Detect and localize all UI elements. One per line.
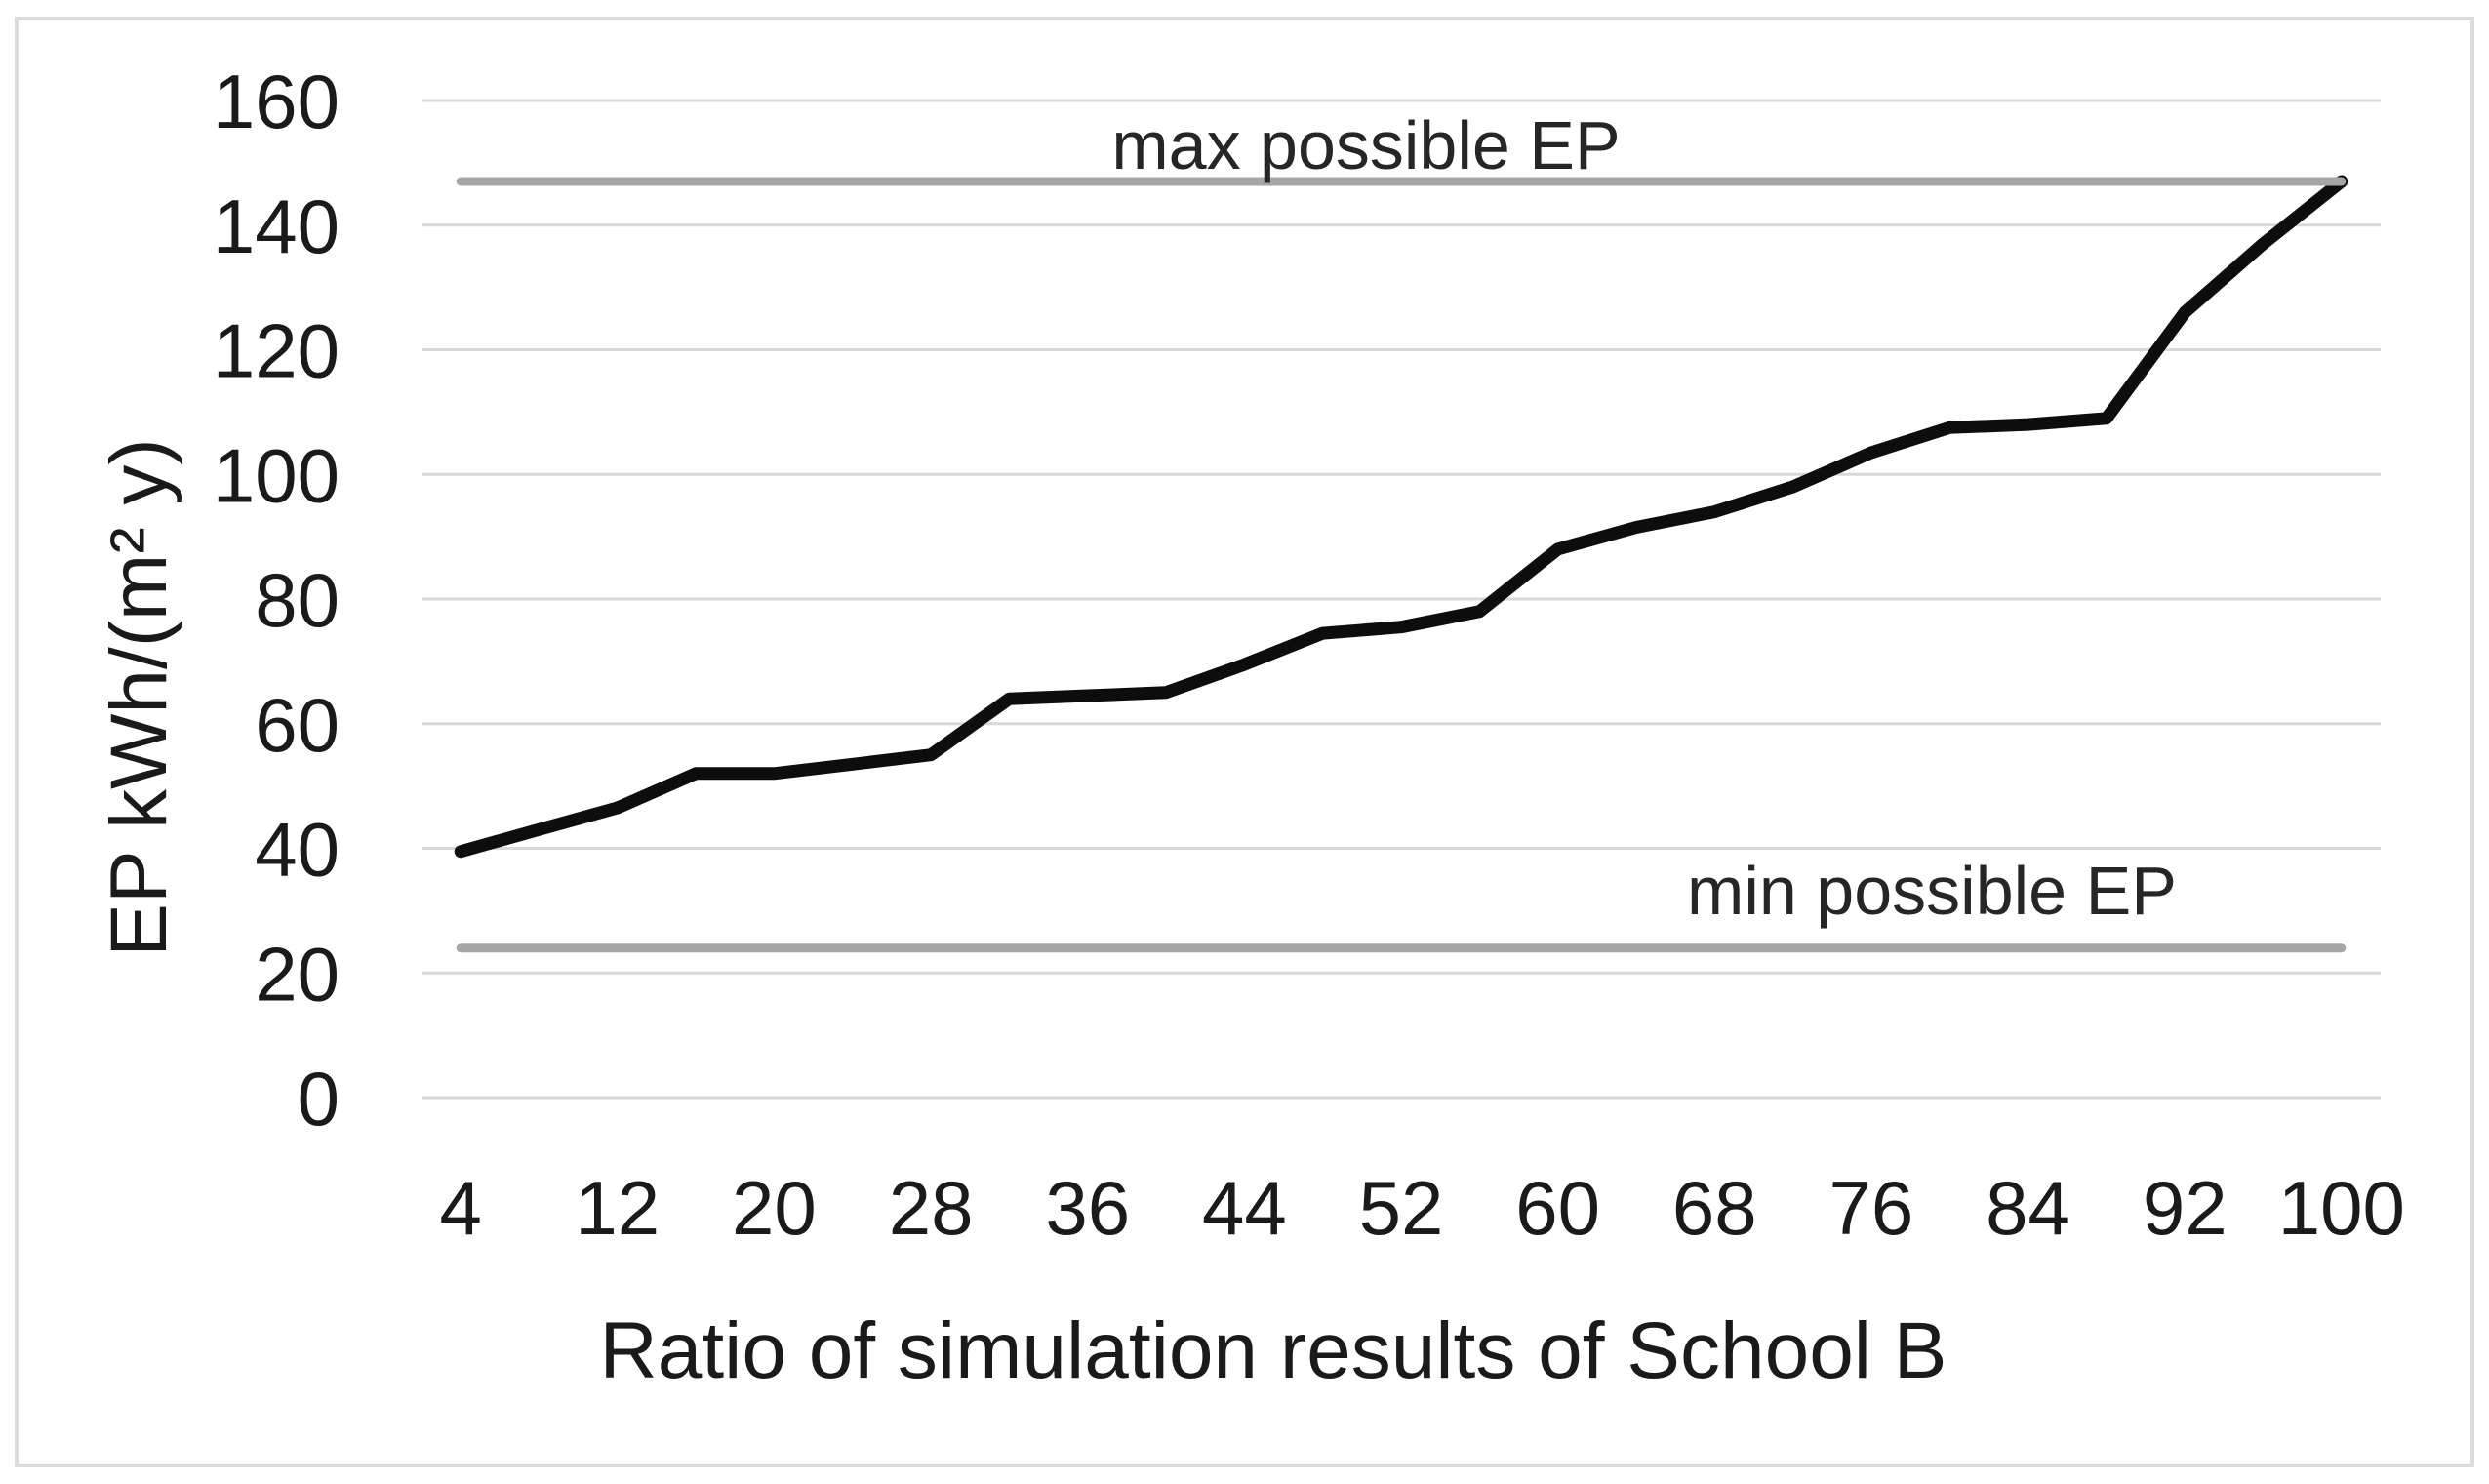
series-ep-simulation-results [454, 175, 2348, 859]
y-tick-label: 40 [255, 807, 340, 893]
x-tick-label: 60 [1515, 1165, 1600, 1251]
gridlines [422, 99, 2381, 1100]
y-tick-label: 80 [255, 557, 340, 643]
x-tick-label: 20 [732, 1165, 817, 1251]
x-tick-label: 36 [1045, 1165, 1130, 1251]
x-axis-title: Ratio of simulation results of School B [600, 1306, 1947, 1395]
y-tick-label: 140 [213, 183, 340, 269]
y-tick-label: 120 [213, 308, 340, 394]
x-tick-label: 4 [439, 1165, 481, 1251]
x-tick-label: 52 [1359, 1165, 1444, 1251]
x-tick-label: 68 [1672, 1165, 1757, 1251]
x-tick-label: 92 [2143, 1165, 2228, 1251]
y-tick-label: 160 [213, 59, 340, 144]
x-tick-label: 76 [1829, 1165, 1914, 1251]
x-axis-tick-labels: 4 12 20 28 36 44 52 60 68 76 84 92 100 [439, 1165, 2404, 1251]
y-axis-title: EP kWh/(m² y) [95, 438, 183, 956]
x-tick-label: 28 [889, 1165, 974, 1251]
y-tick-label: 20 [255, 931, 340, 1017]
x-tick-label: 84 [1986, 1165, 2070, 1251]
y-axis-tick-labels: 0 20 40 60 80 100 120 140 160 [213, 59, 340, 1142]
x-tick-label: 44 [1202, 1165, 1287, 1251]
y-tick-label: 0 [298, 1056, 340, 1142]
max-possible-ep-label: max possible EP [1111, 107, 1620, 183]
min-possible-ep-label: min possible EP [1687, 853, 2177, 929]
y-tick-label: 60 [255, 682, 340, 768]
chart-border [15, 17, 2474, 1467]
y-tick-label: 100 [213, 432, 340, 518]
series-lines [454, 175, 2348, 953]
x-tick-label: 12 [575, 1165, 660, 1251]
x-tick-label: 100 [2278, 1165, 2405, 1251]
